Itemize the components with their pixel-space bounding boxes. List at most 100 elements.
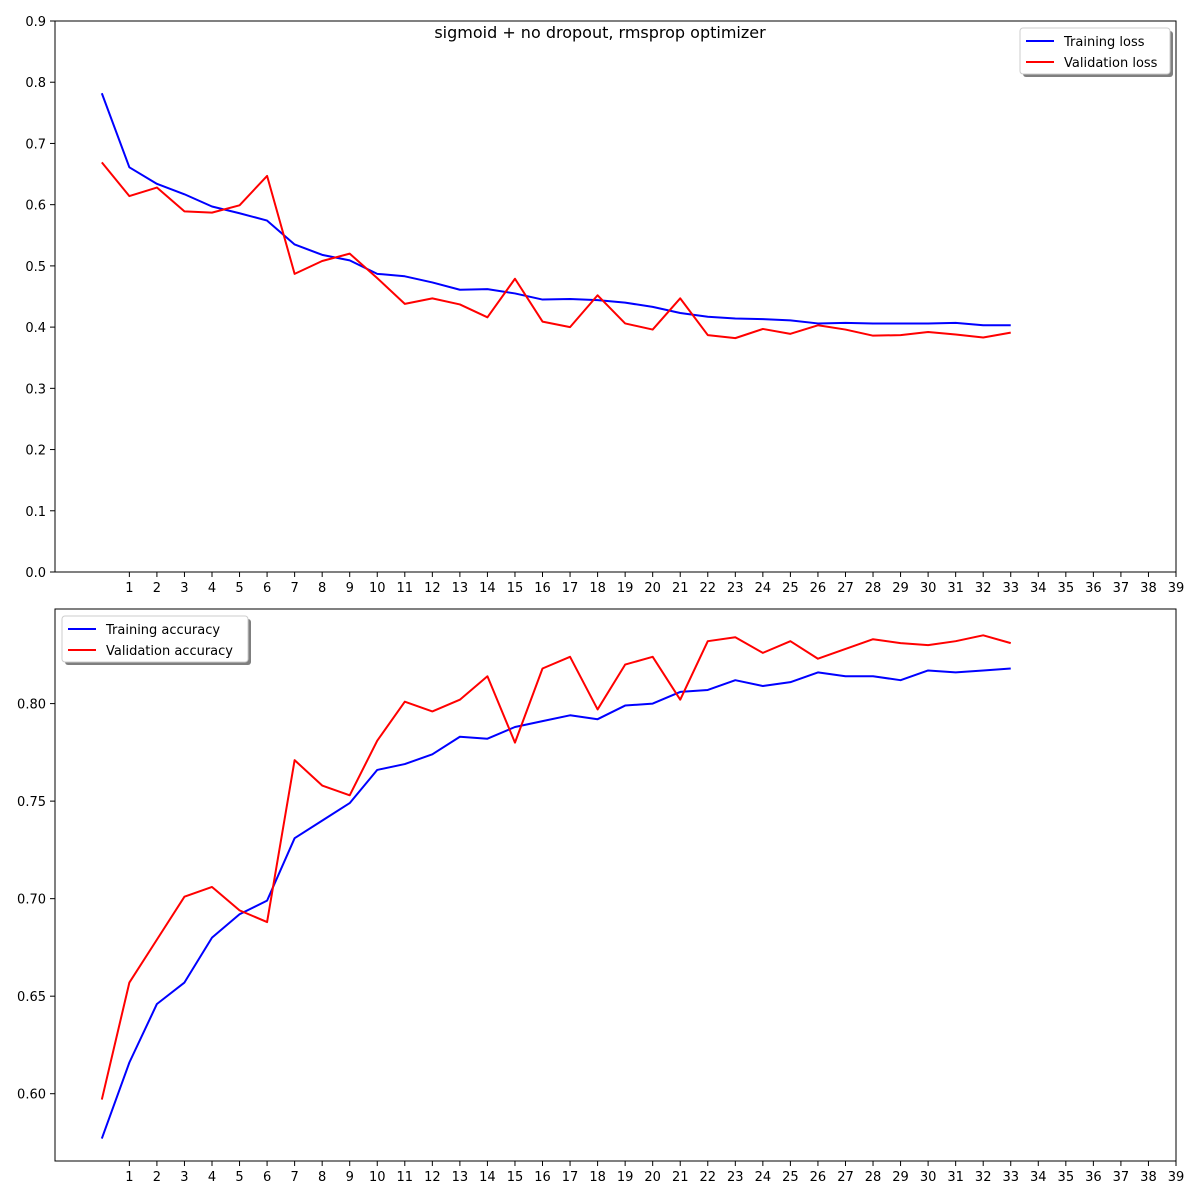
accuracy-x-tick-label: 29 [892, 1170, 909, 1185]
loss-legend-box [1019, 27, 1171, 75]
loss-x-tick-label: 15 [507, 581, 524, 596]
accuracy-x-tick-label: 32 [975, 1170, 992, 1185]
accuracy-x-tick-label: 39 [1168, 1170, 1185, 1185]
loss-y-axis: 0.0 0.1 0.2 0.3 0.4 0.5 0.6 0.7 0.8 0.9 [25, 15, 55, 581]
loss-y-tick-label: 0.2 [25, 444, 46, 459]
loss-y-tick-label: 0.7 [25, 137, 46, 152]
loss-x-tick-label: 33 [1002, 581, 1019, 596]
loss-y-tick-label: 0.9 [25, 15, 46, 30]
loss-x-tick-label: 17 [562, 581, 579, 596]
loss-x-axis: 1 2 3 4 5 6 7 8 9 10 11 12 13 14 15 16 17 18 19 20 21 22 23 24 2… [125, 572, 1184, 596]
loss-x-tick-label: 29 [892, 581, 909, 596]
loss-x-tick-label: 30 [920, 581, 937, 596]
accuracy-x-tick-label: 25 [782, 1170, 799, 1185]
accuracy-x-tick-label: 34 [1030, 1170, 1047, 1185]
loss-series-line-validation [101, 161, 1011, 340]
accuracy-x-tick-label: 22 [699, 1170, 716, 1185]
accuracy-x-tick-label: 23 [727, 1170, 744, 1185]
loss-x-tick-label: 27 [837, 581, 854, 596]
accuracy-legend-label: Validation accuracy [106, 644, 233, 659]
loss-x-tick-label: 26 [810, 581, 827, 596]
loss-x-tick-label: 12 [424, 581, 441, 596]
loss-series-line-training [100, 92, 1011, 327]
accuracy-x-tick-label: 5 [235, 1170, 243, 1185]
accuracy-series-line-validation [100, 634, 1012, 1100]
loss-chart: 1 2 3 4 5 6 7 8 9 10 11 12 13 14 15 16 17 18 19 20 21 22 23 24 2… [25, 15, 1184, 596]
accuracy-x-tick-label: 33 [1002, 1170, 1019, 1185]
loss-x-tick-label: 38 [1140, 581, 1157, 596]
loss-x-tick-label: 36 [1085, 581, 1102, 596]
accuracy-x-tick-label: 1 [125, 1170, 133, 1185]
accuracy-x-tick-label: 8 [318, 1170, 326, 1185]
accuracy-series-line-training [100, 667, 1011, 1139]
accuracy-x-tick-label: 9 [346, 1170, 354, 1185]
loss-legend-label: Validation loss [1064, 56, 1158, 71]
accuracy-x-tick-label: 15 [507, 1170, 524, 1185]
accuracy-y-tick-label: 0.70 [17, 893, 46, 908]
loss-plot-frame [54, 20, 1177, 573]
loss-x-tick-label: 1 [125, 581, 133, 596]
accuracy-x-axis: 1 2 3 4 5 6 7 8 9 10 11 12 13 14 15 16 17 18 19 20 21 22 23 24 2… [125, 1161, 1184, 1185]
accuracy-x-tick-label: 19 [617, 1170, 634, 1185]
loss-x-tick-label: 19 [617, 581, 634, 596]
accuracy-legend-label: Training accuracy [105, 623, 220, 638]
accuracy-x-tick-label: 38 [1140, 1170, 1157, 1185]
loss-y-tick-label: 0.1 [25, 505, 46, 520]
loss-x-tick-label: 24 [755, 581, 772, 596]
accuracy-x-tick-label: 12 [424, 1170, 441, 1185]
accuracy-y-tick-label: 0.60 [17, 1088, 46, 1103]
loss-y-tick-label: 0.5 [25, 260, 46, 275]
loss-x-tick-label: 32 [975, 581, 992, 596]
loss-x-tick-label: 35 [1058, 581, 1075, 596]
accuracy-x-tick-label: 2 [153, 1170, 161, 1185]
loss-x-tick-label: 37 [1113, 581, 1130, 596]
accuracy-x-tick-label: 36 [1085, 1170, 1102, 1185]
accuracy-plot-frame [54, 608, 1177, 1162]
loss-x-tick-label: 22 [699, 581, 716, 596]
accuracy-x-tick-label: 37 [1113, 1170, 1130, 1185]
accuracy-y-axis: 0.60 0.65 0.70 0.75 0.80 [17, 698, 55, 1103]
loss-x-tick-label: 6 [263, 581, 271, 596]
loss-x-tick-label: 2 [153, 581, 161, 596]
loss-x-tick-label: 3 [180, 581, 188, 596]
loss-x-tick-label: 8 [318, 581, 326, 596]
loss-x-tick-label: 5 [235, 581, 243, 596]
loss-x-tick-label: 23 [727, 581, 744, 596]
accuracy-legend-box [61, 615, 249, 663]
accuracy-x-tick-label: 10 [369, 1170, 386, 1185]
accuracy-x-tick-label: 24 [755, 1170, 772, 1185]
loss-x-tick-label: 7 [290, 581, 298, 596]
loss-legend-label: Training loss [1063, 35, 1145, 50]
accuracy-y-tick-label: 0.75 [17, 795, 46, 810]
accuracy-x-tick-label: 14 [479, 1170, 496, 1185]
accuracy-x-tick-label: 28 [865, 1170, 882, 1185]
accuracy-x-tick-label: 13 [452, 1170, 469, 1185]
figure-title: sigmoid + no dropout, rmsprop optimizer [434, 23, 766, 42]
accuracy-x-tick-label: 31 [947, 1170, 964, 1185]
loss-x-tick-label: 13 [452, 581, 469, 596]
loss-x-tick-label: 14 [479, 581, 496, 596]
accuracy-y-tick-label: 0.80 [17, 698, 46, 713]
loss-x-tick-label: 9 [346, 581, 354, 596]
loss-y-tick-label: 0.6 [25, 199, 46, 214]
accuracy-legend: Training accuracy Validation accuracy [61, 615, 251, 665]
accuracy-x-tick-label: 6 [263, 1170, 271, 1185]
accuracy-x-tick-label: 27 [837, 1170, 854, 1185]
accuracy-y-tick-label: 0.65 [17, 990, 46, 1005]
loss-x-tick-label: 16 [534, 581, 551, 596]
loss-x-tick-label: 20 [644, 581, 661, 596]
loss-legend: Training loss Validation loss [1019, 27, 1173, 77]
loss-x-tick-label: 28 [865, 581, 882, 596]
loss-y-tick-label: 0.4 [25, 321, 46, 336]
loss-x-tick-label: 4 [208, 581, 216, 596]
accuracy-x-tick-label: 18 [589, 1170, 606, 1185]
accuracy-x-tick-label: 35 [1058, 1170, 1075, 1185]
accuracy-chart: 1 2 3 4 5 6 7 8 9 10 11 12 13 14 15 16 17 18 19 20 21 22 23 24 2… [17, 608, 1184, 1185]
loss-x-tick-label: 31 [947, 581, 964, 596]
accuracy-x-tick-label: 26 [810, 1170, 827, 1185]
loss-x-tick-label: 10 [369, 581, 386, 596]
loss-x-tick-label: 11 [397, 581, 414, 596]
loss-x-tick-label: 34 [1030, 581, 1047, 596]
accuracy-x-tick-label: 3 [180, 1170, 188, 1185]
